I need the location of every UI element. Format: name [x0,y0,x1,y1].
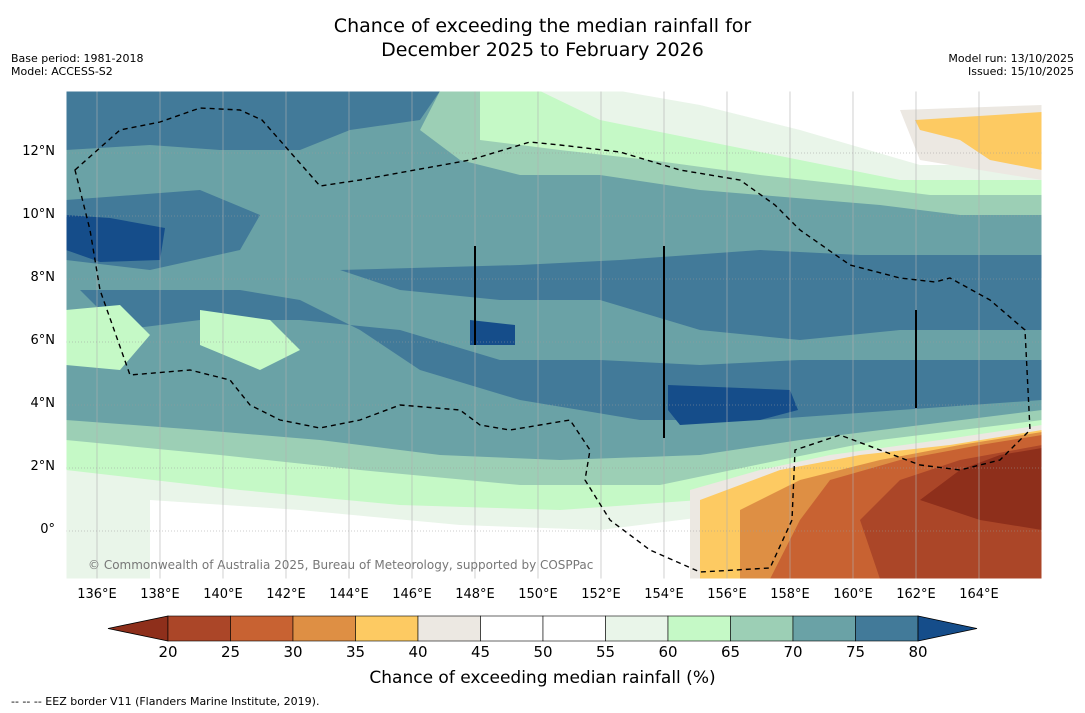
model-name: Model: ACCESS-S2 [11,65,113,78]
lat-label: 6°N [30,333,56,348]
colorbar-bin [542,615,606,642]
map-title: Chance of exceeding the median rainfall … [0,14,1085,62]
field-35-40-north [915,112,1042,170]
colorbar [107,615,978,642]
colorbar-title: Chance of exceeding median rainfall (%) [369,668,716,688]
colorbar-tick-label: 20 [158,643,178,661]
colorbar-bin [855,615,919,642]
issued-date: Issued: 15/10/2025 [967,65,1074,78]
colorbar-tick-label: 60 [658,643,678,661]
lat-label: 0° [40,522,55,537]
colorbar-tick-label: 70 [783,643,803,661]
lat-label: 2°N [30,459,56,474]
colorbar-bin [167,615,231,642]
lon-label: 162°E [896,587,936,602]
colorbar-bin [230,615,294,642]
colorbar-bin [667,615,731,642]
lon-label: 142°E [266,587,306,602]
map-frame [65,90,1043,580]
field-80-south [668,385,798,425]
field-75-80-central [340,250,1042,340]
colorbar-tick-label: 25 [220,643,241,661]
title-line-2: December 2025 to February 2026 [381,39,704,61]
lon-label: 144°E [329,587,369,602]
colorbar-bin [792,615,856,642]
colorbar-tick-label: 55 [595,643,616,661]
lon-label: 158°E [770,587,810,602]
colorbar-extend-high [917,615,978,642]
colorbar-tick-label: 80 [908,643,928,661]
meta-left: Base period: 1981-2018 Model: ACCESS-S2 [11,52,143,78]
lon-label: 136°E [77,587,117,602]
copyright-text: © Commonwealth of Australia 2025, Bureau… [88,558,594,572]
lon-label: 146°E [392,587,432,602]
lat-label: 8°N [30,270,56,285]
model-run: Model run: 13/10/2025 [948,52,1074,65]
lon-label: 150°E [518,587,558,602]
colorbar-bin [417,615,481,642]
colorbar-bin [730,615,794,642]
lon-label: 160°E [833,587,873,602]
rainfall-field [66,91,1042,579]
colorbar-bin [355,615,419,642]
field-80-west [66,215,165,262]
colorbar-bin [292,615,356,642]
eez-border-line [74,107,1031,573]
colorbar-tick-label: 65 [720,643,741,661]
lon-label: 140°E [203,587,243,602]
field-75-80-north [66,91,440,150]
lat-label: 12°N [22,144,55,159]
colorbar-tick-label: 50 [533,643,553,661]
lon-label: 154°E [644,587,684,602]
title-line-1: Chance of exceeding the median rainfall … [333,15,752,37]
colorbar-bin [605,615,669,642]
base-period: Base period: 1981-2018 [11,52,144,65]
colorbar-bin [480,615,544,642]
lon-label: 152°E [581,587,621,602]
lon-label: 164°E [959,587,999,602]
field-80-central [470,320,515,345]
lon-label: 156°E [707,587,747,602]
field-60-65-west-2 [200,310,300,370]
colorbar-tick-label: 75 [845,643,866,661]
eez-footnote: -- -- -- EEZ border V11 (Flanders Marine… [11,695,320,708]
graticule [66,152,1042,532]
lon-label: 138°E [140,587,180,602]
meta-right: Model run: 13/10/2025 Issued: 15/10/2025 [948,52,1074,78]
field-below-20-se [920,448,1042,530]
field-60-65-west [66,305,150,370]
colorbar-tick-label: 40 [408,643,428,661]
colorbar-tick-label: 30 [283,643,303,661]
colorbar-tick-label: 45 [470,643,491,661]
lon-label: 148°E [455,587,495,602]
field-75-80-south [80,290,1042,420]
lat-label: 10°N [22,207,55,222]
colorbar-tick-label: 35 [345,643,366,661]
colorbar-extend-low [107,615,169,642]
lat-label: 4°N [30,396,56,411]
